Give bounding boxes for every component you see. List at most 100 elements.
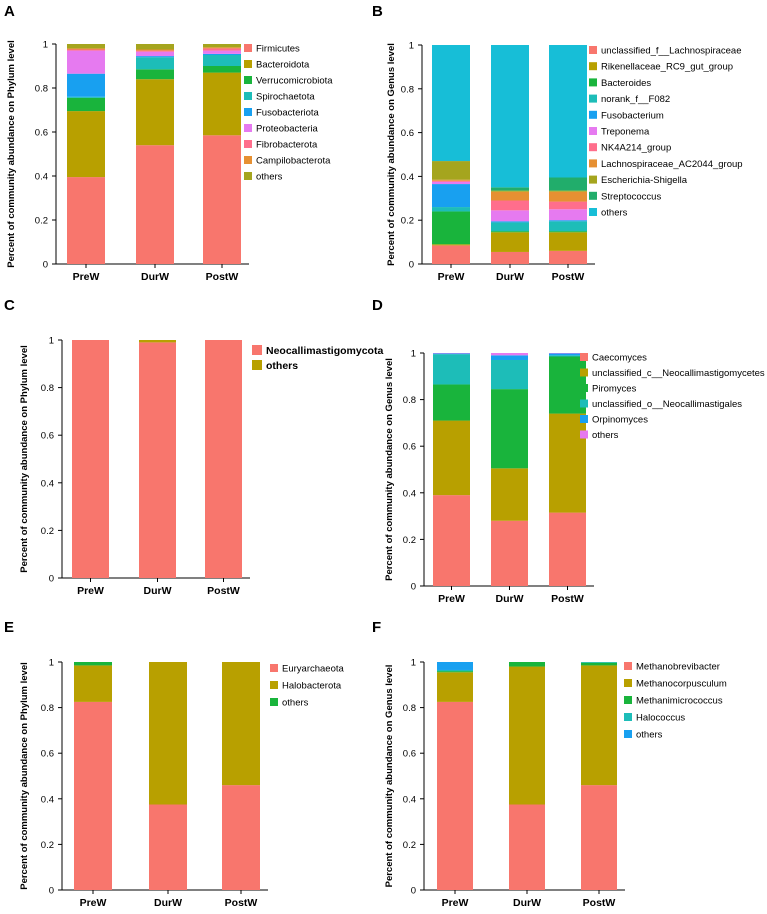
legend-label: Rikenellaceae_RC9_gut_group (601, 62, 733, 73)
x-tick-label: PreW (438, 593, 465, 605)
bar-segment (491, 353, 528, 356)
bar-segment (203, 53, 241, 55)
legend-swatch (624, 662, 632, 670)
bar-segment (549, 45, 587, 178)
bar-segment (136, 79, 174, 146)
y-tick-label: 0 (409, 260, 414, 271)
legend-label: Firmicutes (256, 44, 300, 55)
bar-segment (432, 211, 470, 245)
legend-label: Methanimicrococcus (636, 696, 723, 707)
bar-segment (136, 44, 174, 50)
legend-swatch (252, 360, 262, 370)
bar-segment (437, 671, 473, 673)
bar-segment (549, 191, 587, 202)
bar-segment (509, 662, 545, 667)
bar-segment (437, 701, 473, 890)
legend-label: Streptococcus (601, 191, 661, 202)
bar-segment (203, 55, 241, 66)
panel-letter: C (4, 297, 15, 314)
legend-swatch (580, 384, 588, 392)
legend-label: others (636, 730, 663, 741)
bar-segment (549, 201, 587, 210)
legend-swatch (589, 110, 597, 119)
legend: Neocallimastigomycota others (252, 345, 383, 372)
bar-segment (549, 190, 587, 192)
y-tick-label: 1 (409, 41, 414, 52)
legend-label: Campilobacterota (256, 156, 331, 167)
bar-segment (491, 468, 528, 521)
y-tick-label: 0.2 (403, 840, 416, 851)
legend: Methanobrevibacter Methanocorpusculum Meth… (624, 662, 727, 741)
bar-segment (549, 355, 586, 357)
legend-swatch (580, 430, 588, 439)
legend-swatch (589, 175, 597, 184)
legend-label: Orpinomyces (592, 415, 648, 426)
bar-segment (432, 184, 470, 208)
panel-letter: E (4, 619, 14, 636)
bar-segment (67, 96, 105, 98)
y-tick-label: 0.8 (41, 383, 54, 394)
bar-segment (509, 666, 545, 805)
y-tick-label: 0.2 (41, 526, 54, 537)
panel-a: A Percent of community abundance on Phylu… (4, 3, 333, 283)
bar-segment (136, 51, 174, 57)
legend-swatch (589, 127, 597, 135)
bar-segment (437, 672, 473, 702)
bar-segment (136, 69, 174, 80)
y-tick-label: 0 (43, 260, 48, 271)
bar-segment (432, 45, 470, 162)
y-tick-label: 0.6 (401, 128, 414, 139)
y-tick-label: 0.2 (401, 216, 414, 227)
legend-swatch (624, 679, 632, 687)
bar-segment (491, 520, 528, 586)
legend-label: Euryarchaeota (282, 664, 345, 675)
bar-segment (203, 44, 241, 48)
legend-swatch (270, 664, 278, 672)
bar-segment (222, 662, 260, 786)
bar-segment (222, 785, 260, 890)
bar-segment (139, 342, 176, 578)
y-tick-label: 0 (49, 886, 54, 897)
y-tick-label: 0.4 (401, 172, 414, 183)
bar-segment (136, 57, 174, 70)
bar-segment (491, 231, 529, 233)
panel-letter: A (4, 3, 15, 20)
bar-segment (432, 207, 470, 212)
bar-segment (581, 662, 617, 666)
panel-letter: F (372, 619, 381, 636)
bar-segment (432, 179, 470, 181)
legend-label: Bacteroides (601, 78, 651, 89)
bar-segment (581, 665, 617, 786)
bar-segment (581, 662, 617, 663)
legend-swatch (589, 143, 597, 152)
y-axis-label: Percent of community abundance on Genus … (384, 665, 395, 888)
legend-label: Neocallimastigomycota (266, 345, 383, 357)
y-axis-label: Percent of community abundance on Phylum… (19, 662, 30, 890)
y-axis-label: Percent of community abundance on Genus … (384, 358, 395, 581)
bar-segment (437, 669, 473, 672)
bar-segment (74, 665, 112, 702)
y-axis-label: Percent of community abundance on Phylum… (6, 40, 17, 268)
legend-swatch (580, 368, 588, 377)
x-tick-label: PostW (583, 897, 616, 909)
legend-swatch (244, 60, 252, 68)
legend-swatch (624, 713, 632, 721)
legend-swatch (244, 124, 252, 132)
bar-segment (549, 177, 587, 191)
legend-swatch (589, 208, 597, 216)
bar-segment (491, 210, 529, 222)
legend-swatch (270, 681, 278, 689)
legend-swatch (589, 78, 597, 87)
legend-label: Spirochaetota (256, 92, 315, 103)
legend: Caecomyces unclassified_c__Neocallimastig… (580, 353, 765, 441)
bar-segment (74, 662, 112, 666)
y-tick-label: 0.2 (35, 216, 48, 227)
legend-label: Caecomyces (592, 353, 647, 364)
bar-segment (432, 244, 470, 246)
y-tick-label: 0 (49, 574, 54, 585)
legend-swatch (589, 159, 597, 168)
bar-segment (549, 232, 587, 251)
bar-segment (203, 72, 241, 136)
y-tick-label: 0.8 (403, 395, 416, 406)
